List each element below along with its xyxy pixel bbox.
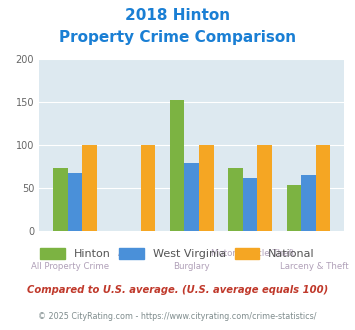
Bar — [316, 145, 331, 231]
Text: 2018 Hinton: 2018 Hinton — [125, 8, 230, 23]
Bar — [301, 175, 316, 231]
Text: Burglary: Burglary — [173, 262, 210, 271]
Bar — [82, 145, 97, 231]
Text: Compared to U.S. average. (U.S. average equals 100): Compared to U.S. average. (U.S. average … — [27, 285, 328, 295]
Bar — [170, 100, 184, 231]
Bar — [53, 168, 67, 231]
Text: © 2025 CityRating.com - https://www.cityrating.com/crime-statistics/: © 2025 CityRating.com - https://www.city… — [38, 312, 317, 321]
Bar — [228, 168, 243, 231]
Text: Larceny & Theft: Larceny & Theft — [279, 262, 348, 271]
Text: All Property Crime: All Property Crime — [31, 262, 109, 271]
Bar — [67, 173, 82, 231]
Text: Property Crime Comparison: Property Crime Comparison — [59, 30, 296, 45]
Bar — [286, 185, 301, 231]
Bar — [141, 145, 155, 231]
Text: Motor Vehicle Theft: Motor Vehicle Theft — [211, 249, 295, 258]
Text: Arson: Arson — [118, 249, 143, 258]
Bar — [257, 145, 272, 231]
Bar — [243, 178, 257, 231]
Bar — [199, 145, 214, 231]
Legend: Hinton, West Virginia, National: Hinton, West Virginia, National — [36, 243, 319, 263]
Bar — [184, 163, 199, 231]
